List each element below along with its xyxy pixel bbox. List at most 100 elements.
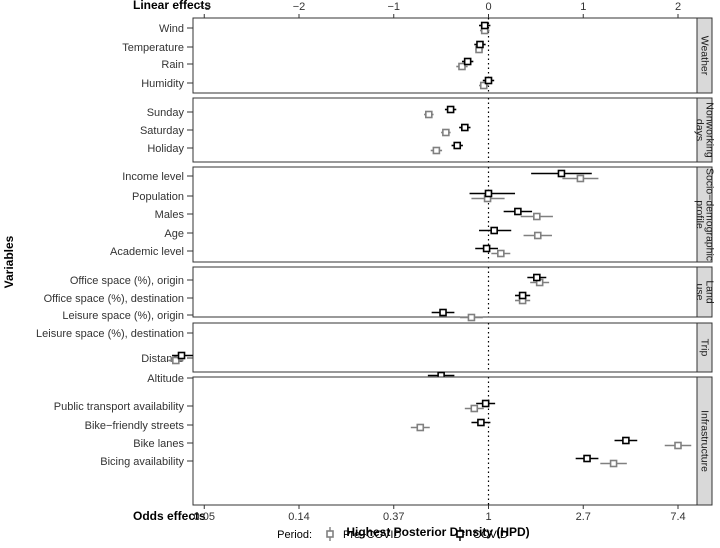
legend-title: Period: [277, 529, 312, 541]
top-axis-tick-label: 0 [485, 1, 491, 13]
top-axis-tick-label: −1 [387, 1, 400, 13]
pre-covid-point [470, 404, 479, 413]
variable-label: Altitude [147, 373, 184, 385]
variable-label: Office space (%), origin [70, 275, 184, 287]
covid-point [446, 105, 455, 114]
covid-point [490, 226, 498, 235]
covid-point [482, 244, 491, 253]
bottom-axis-tick-label: 0.14 [288, 511, 309, 523]
covid-point [557, 169, 566, 178]
y-axis-title: Variables [2, 235, 16, 288]
panel-strip [696, 376, 713, 506]
covid-point [583, 454, 591, 463]
pre-covid-point [533, 212, 541, 221]
pre-covid-point [576, 174, 585, 183]
variable-label: Wind [159, 23, 184, 35]
bottom-axis-tick-label: 7.4 [670, 511, 685, 523]
panel-strip-label: Socio−demographic [704, 168, 716, 261]
panel-strip [696, 322, 713, 373]
covid-point [484, 76, 493, 85]
variable-label: Public transport availability [54, 401, 185, 413]
variable-label: Office space (%), destination [44, 293, 184, 305]
pre-covid-point [497, 249, 505, 258]
bottom-axis-tick-label: 1 [485, 511, 491, 523]
top-axis-tick-label: −3 [198, 1, 211, 13]
panel-box [192, 322, 698, 373]
variable-label: Rain [161, 59, 184, 71]
panel-box [192, 376, 698, 506]
panel-strip [696, 266, 713, 318]
covid-point [463, 57, 472, 66]
panel-strip-label: Weather [699, 36, 711, 76]
pre-covid-point [172, 356, 180, 365]
variable-label: Bike−friendly streets [85, 420, 185, 432]
panel-strip-label: Land [704, 280, 716, 304]
pre-covid-point [467, 313, 476, 322]
variable-label: Temperature [122, 42, 184, 54]
covid-point [514, 207, 522, 216]
pre-covid-point [442, 128, 450, 137]
legend-key-pre-covid [326, 530, 334, 538]
covid-point [518, 291, 527, 300]
legend-label: Pre−COVID [343, 529, 401, 541]
covid-point [461, 123, 469, 132]
variable-label: Humidity [141, 78, 184, 90]
bottom-axis-tick-label: 0.05 [194, 511, 215, 523]
panel-box [192, 266, 698, 318]
variable-label: Leisure space (%), destination [36, 328, 184, 340]
covid-point [481, 399, 490, 408]
variable-label: Leisure space (%), origin [62, 310, 184, 322]
legend-key-covid [456, 530, 464, 538]
pre-covid-point [416, 423, 425, 432]
pre-covid-point [674, 441, 682, 450]
covid-point [453, 141, 462, 150]
panel-strip-label: profile [694, 200, 706, 229]
variable-label: Holiday [147, 143, 184, 155]
bottom-axis-tick-label: 0.37 [383, 511, 404, 523]
variable-label: Males [155, 209, 185, 221]
bottom-axis-tick-label: 2.7 [576, 511, 591, 523]
pre-covid-point [479, 81, 488, 90]
bottom-axis-title: Odds effects [133, 509, 206, 523]
pre-covid-point [425, 110, 433, 119]
top-axis-title: Linear effects [133, 0, 211, 12]
legend-label: COVID [473, 529, 508, 541]
pre-covid-point [609, 459, 618, 468]
top-axis-tick-label: 1 [580, 1, 586, 13]
covid-point [480, 21, 489, 30]
covid-point [177, 351, 186, 360]
variable-label: Saturday [140, 125, 185, 137]
variable-label: Income level [122, 171, 184, 183]
panel-box [192, 17, 698, 94]
panel-strip-label: Infrastructure [699, 410, 711, 472]
covid-point [484, 189, 493, 198]
panel-strip [696, 97, 713, 163]
pre-covid-point [432, 146, 441, 155]
panel-box [192, 166, 698, 263]
top-axis-tick-label: −2 [293, 1, 306, 13]
variable-label: Age [164, 228, 184, 240]
covid-point [477, 418, 485, 427]
variable-label: Academic level [110, 246, 184, 258]
variable-label: Bicing availability [100, 456, 184, 468]
variable-label: Bike lanes [133, 438, 184, 450]
covid-point [476, 40, 484, 49]
pre-covid-point [533, 231, 542, 240]
top-axis-tick-label: 2 [675, 1, 681, 13]
covid-point [533, 273, 541, 282]
panel-strip-label: use [694, 284, 706, 301]
panel-strip [696, 17, 713, 94]
panel-strip-label: Trip [699, 339, 711, 357]
plot-area: −3 0.05 −2 0.14 −1 0.37 0 1 1 2.7 2 7.4 Weather Wind T… [36, 1, 715, 523]
variable-label: Sunday [147, 107, 185, 119]
panel-strip-label: days [694, 119, 706, 141]
covid-point [439, 308, 447, 317]
panel-strip-label: Nonworking [704, 102, 716, 158]
legend: Period: Pre−COVID COVID [277, 527, 508, 541]
covid-point [622, 436, 630, 445]
variable-label: Population [132, 191, 184, 203]
panel-strip [696, 166, 713, 263]
x-axis-title: Highest Posterior Density (HPD) [346, 525, 529, 539]
pre-covid-point [458, 62, 466, 71]
